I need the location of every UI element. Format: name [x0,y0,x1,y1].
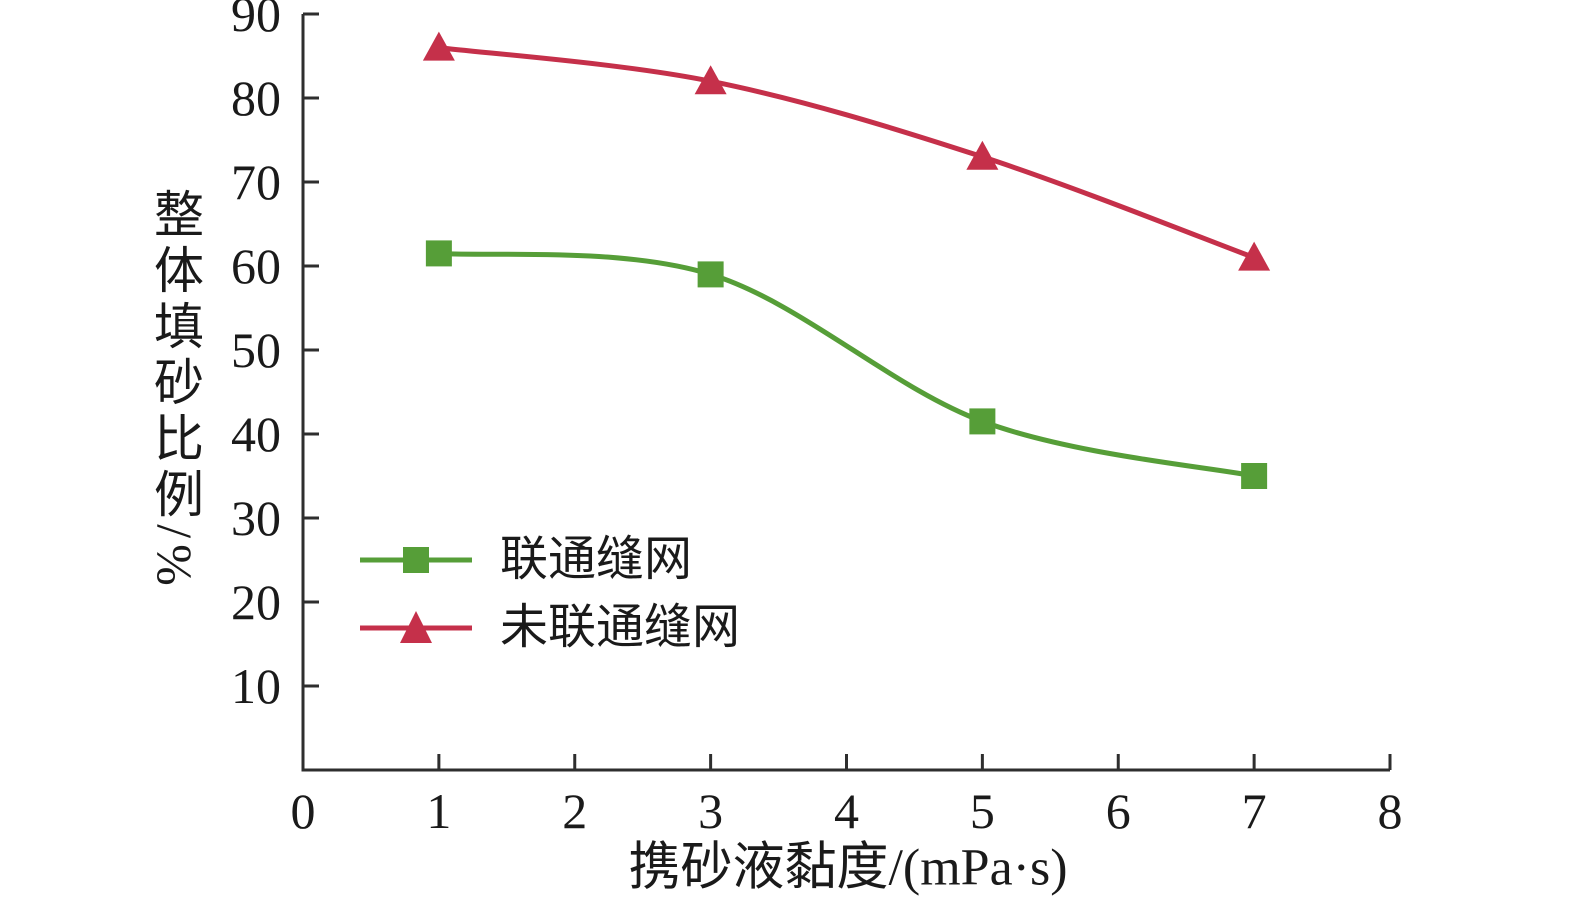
series-line-1 [438,45,1255,260]
x-tick-label: 1 [426,783,451,839]
series-marker-square [697,261,724,288]
y-tick-label: 30 [231,490,281,546]
legend-label: 联通缝网 [500,533,693,586]
legend-label: 未联通缝网 [500,601,741,654]
legend-triangle-marker-icon [360,611,472,643]
y-tick-label: 10 [231,658,281,714]
x-tick-label: 6 [1106,783,1131,839]
y-tick-label: 40 [231,406,281,462]
x-tick-label: 5 [970,783,995,839]
y-tick-label: 90 [231,0,281,42]
x-tick-label: 0 [291,783,316,839]
series-marker-square [969,408,996,435]
x-tick-label: 7 [1242,783,1267,839]
x-tick-label: 4 [834,783,859,839]
x-axis-title: 携砂液黏度/(mPa·s) [628,839,1068,897]
series-marker-triangle [1238,241,1271,271]
y-tick-label: 20 [231,574,281,630]
legend-square-marker-icon [360,547,472,573]
series-marker-triangle [422,31,455,61]
x-tick-label: 8 [1378,783,1403,839]
series-line-0 [438,250,1255,479]
legend-entry-unconnected: 未联通缝网 [360,604,740,652]
legend: 联通缝网 未联通缝网 [360,536,740,652]
axis-spines [301,14,1390,772]
y-axis-title: 整体填砂比例/% [147,188,203,592]
series-marker-triangle [694,65,727,95]
y-tick-label: 80 [231,70,281,126]
series-marker-square [1241,463,1268,489]
x-tick-label: 2 [562,783,587,839]
y-tick-label: 70 [231,154,281,210]
y-tick-label: 60 [231,238,281,294]
series-marker-square [425,240,452,267]
legend-entry-connected: 联通缝网 [360,536,740,584]
series-marker-triangle [966,140,999,170]
x-tick-label: 3 [698,783,723,839]
y-tick-label: 50 [231,322,281,378]
